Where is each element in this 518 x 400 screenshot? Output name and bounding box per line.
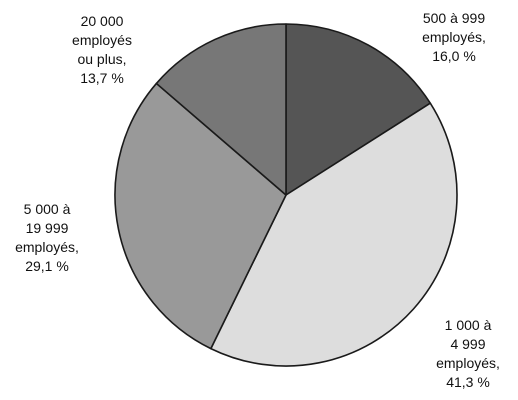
slice-label-line: 4 999	[450, 336, 486, 352]
slice-label-line: ou plus,	[77, 51, 127, 67]
slice-5000-19999	[114, 82, 287, 350]
slice-label-line: 1 000 à	[444, 317, 492, 333]
slice-1000-4999	[210, 102, 458, 367]
slice-label-line: employés,	[15, 239, 79, 255]
slice-label-line: 19 999	[25, 220, 69, 236]
slice-label-value: 13,7 %	[80, 70, 124, 86]
slice-label-line: 500 à 999	[422, 10, 486, 26]
slice-20000-plus	[155, 23, 287, 196]
slice-label-value: 41,3 %	[446, 374, 490, 390]
slice-label-line: 20 000	[80, 13, 124, 29]
slice-label-line: employés,	[422, 29, 486, 45]
pie-slices	[114, 23, 458, 367]
slice-label-500-999: 500 à 999 employés, 16,0 %	[394, 9, 514, 66]
slice-label-value: 16,0 %	[432, 48, 476, 64]
slice-label-line: 5 000 à	[23, 201, 71, 217]
slice-label-line: employés,	[436, 355, 500, 371]
slice-label-20000-plus: 20 000 employés ou plus, 13,7 %	[52, 12, 152, 88]
slice-label-5000-19999: 5 000 à 19 999 employés, 29,1 %	[4, 200, 90, 276]
slice-label-value: 29,1 %	[25, 258, 69, 274]
slice-label-1000-4999: 1 000 à 4 999 employés, 41,3 %	[420, 316, 516, 392]
slice-500-999	[285, 23, 432, 196]
slice-label-line: employés	[72, 32, 132, 48]
